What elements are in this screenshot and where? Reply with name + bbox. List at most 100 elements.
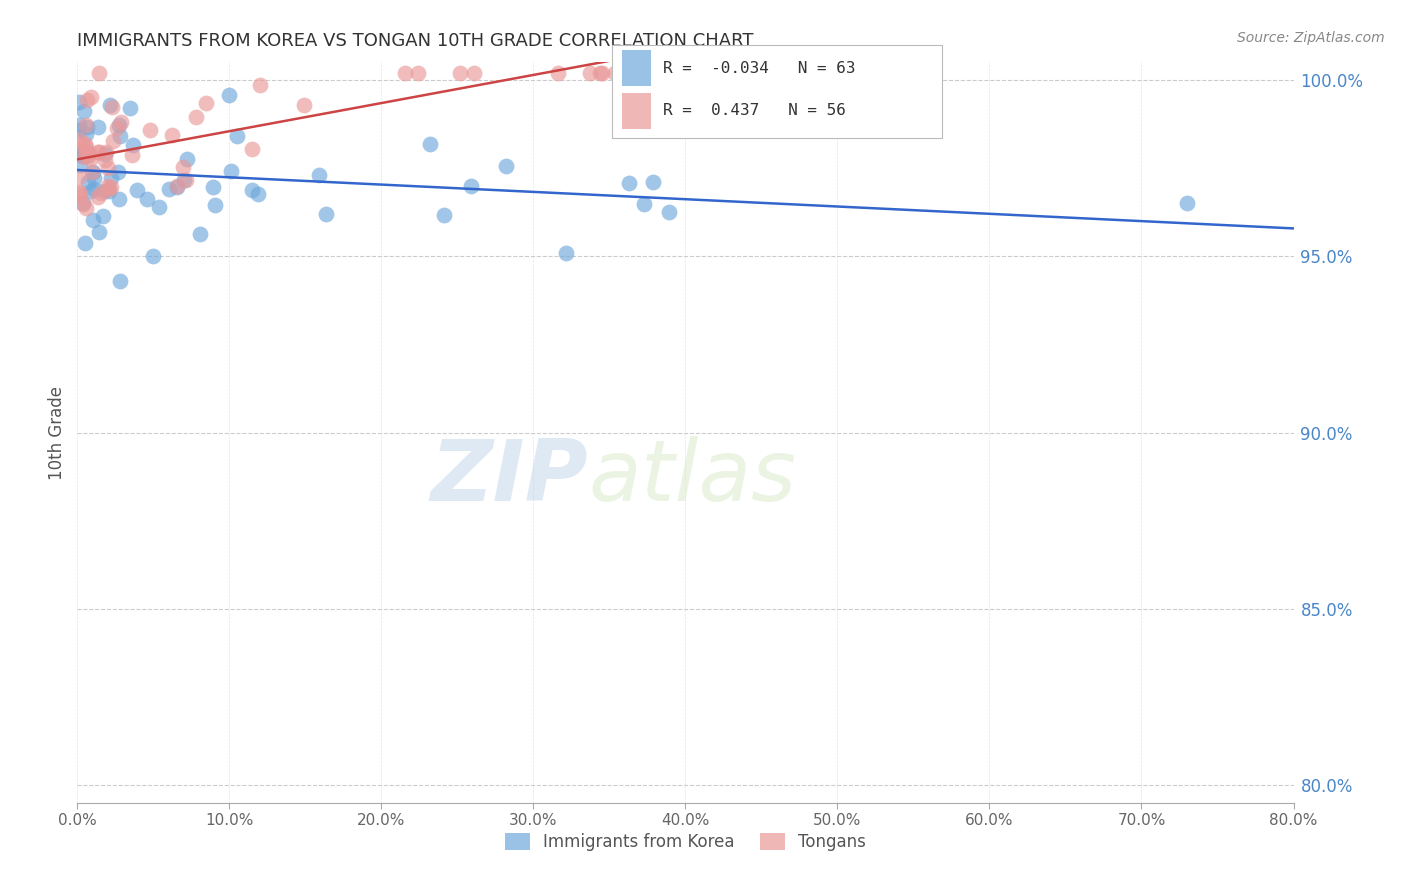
Point	[87, 189, 110, 203]
Point	[93, 153, 115, 167]
Point	[308, 169, 330, 183]
Point	[98, 97, 121, 112]
Point	[142, 249, 165, 263]
Point	[93, 185, 115, 199]
Point	[80, 184, 103, 198]
Point	[67, 118, 90, 132]
Point	[460, 179, 482, 194]
Point	[76, 147, 98, 161]
Point	[110, 128, 132, 143]
Point	[589, 66, 612, 80]
Text: R =  -0.034   N = 63: R = -0.034 N = 63	[662, 61, 855, 76]
Point	[90, 186, 112, 200]
Point	[108, 274, 131, 288]
Point	[82, 165, 104, 179]
Point	[87, 225, 110, 239]
Point	[463, 66, 485, 80]
Point	[69, 158, 91, 172]
Point	[121, 148, 143, 162]
Point	[91, 209, 114, 223]
Point	[107, 164, 129, 178]
Point	[77, 175, 100, 189]
Point	[80, 151, 103, 165]
Point	[201, 180, 224, 194]
Point	[184, 110, 207, 124]
Point	[87, 145, 110, 159]
Point	[633, 197, 655, 211]
Point	[94, 147, 117, 161]
Point	[70, 136, 93, 151]
Point	[83, 171, 105, 186]
Point	[610, 66, 633, 80]
Point	[1175, 195, 1198, 210]
Point	[218, 88, 240, 103]
Point	[70, 146, 93, 161]
Point	[101, 134, 124, 148]
Point	[249, 78, 271, 92]
Text: IMMIGRANTS FROM KOREA VS TONGAN 10TH GRADE CORRELATION CHART: IMMIGRANTS FROM KOREA VS TONGAN 10TH GRA…	[77, 32, 754, 50]
Point	[433, 208, 456, 222]
Point	[139, 123, 162, 137]
Point	[97, 182, 120, 196]
Point	[97, 184, 120, 198]
Point	[100, 100, 122, 114]
Point	[408, 66, 430, 80]
Point	[94, 145, 117, 159]
Point	[294, 98, 316, 112]
Point	[76, 93, 98, 107]
Point	[76, 146, 98, 161]
Point	[75, 201, 97, 215]
Text: Source: ZipAtlas.com: Source: ZipAtlas.com	[1237, 31, 1385, 45]
Point	[67, 186, 90, 200]
Point	[240, 183, 263, 197]
Point	[77, 145, 100, 160]
Point	[83, 182, 105, 196]
Point	[166, 178, 188, 193]
Point	[174, 173, 197, 187]
Point	[75, 145, 97, 159]
Point	[97, 161, 120, 175]
Point	[87, 120, 110, 134]
Point	[190, 227, 212, 241]
Point	[173, 173, 195, 187]
Text: R =  0.437   N = 56: R = 0.437 N = 56	[662, 103, 845, 118]
Y-axis label: 10th Grade: 10th Grade	[48, 385, 66, 480]
Point	[100, 170, 122, 185]
Point	[72, 197, 94, 211]
Point	[82, 165, 104, 179]
Point	[619, 176, 641, 190]
Point	[67, 170, 90, 185]
Text: ZIP: ZIP	[430, 435, 588, 518]
Point	[67, 122, 90, 136]
Point	[162, 128, 184, 143]
Point	[315, 207, 337, 221]
Point	[105, 120, 128, 135]
Point	[495, 160, 517, 174]
Point	[89, 66, 111, 80]
Point	[122, 137, 145, 152]
Bar	[621, 94, 651, 129]
Point	[157, 182, 180, 196]
Point	[449, 66, 471, 80]
Point	[69, 147, 91, 161]
Point	[97, 178, 120, 193]
Point	[166, 180, 188, 194]
Legend: Immigrants from Korea, Tongans: Immigrants from Korea, Tongans	[498, 826, 873, 857]
Point	[394, 66, 416, 80]
Point	[80, 90, 103, 104]
Point	[226, 129, 249, 144]
Point	[204, 198, 226, 212]
Point	[127, 184, 149, 198]
Point	[219, 164, 242, 178]
Point	[72, 195, 94, 210]
Point	[75, 127, 97, 141]
Point	[77, 149, 100, 163]
Point	[75, 118, 97, 132]
Point	[69, 95, 91, 109]
Point	[100, 180, 122, 194]
Point	[75, 236, 97, 251]
Point	[87, 145, 110, 159]
Point	[658, 205, 681, 219]
Point	[136, 192, 159, 206]
Point	[240, 142, 263, 156]
